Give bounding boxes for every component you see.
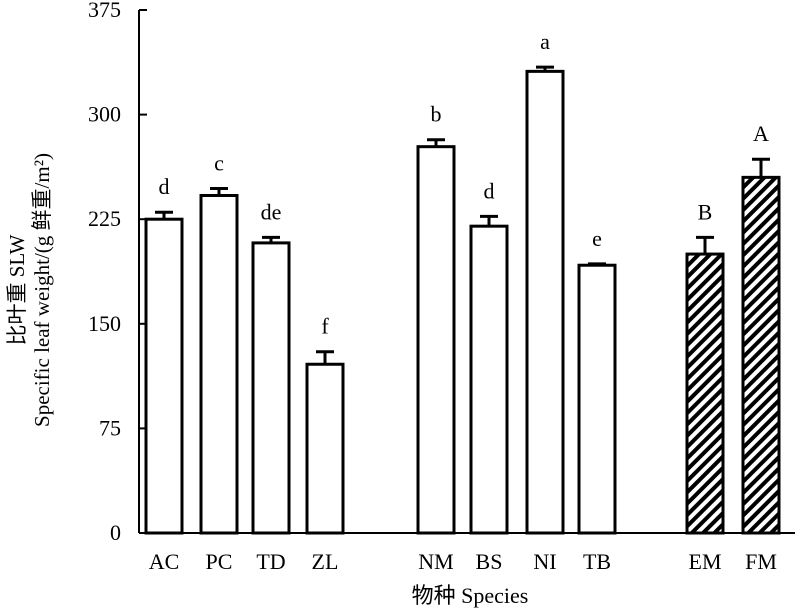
x-tick-label-fm: FM [745,549,777,574]
significance-letter-ac: d [159,174,170,199]
y-tick-label: 150 [88,311,121,336]
x-tick-label-td: TD [256,549,285,574]
y-tick-label: 225 [88,206,121,231]
y-axis-label-line1: 比叶重 SLW [5,234,29,346]
bar-bs [469,224,509,535]
x-axis-label: 物种 Species [411,583,529,608]
significance-letter-nm: b [431,102,442,127]
significance-letter-bs: d [484,178,495,203]
y-tick-label: 75 [99,415,121,440]
significance-letter-tb: e [592,226,602,251]
x-tick-label-em: EM [689,549,722,574]
x-tick-label-tb: TB [583,549,611,574]
significance-letter-ni: a [540,29,550,54]
y-tick-label: 300 [88,102,121,127]
significance-letter-pc: c [214,151,224,176]
bar-nm [416,145,456,535]
significance-letter-td: de [261,199,282,224]
bar-pc [199,193,239,535]
bar-em [685,252,725,535]
bar-zl [305,362,345,535]
bar-td [251,241,291,535]
x-tick-label-nm: NM [418,549,453,574]
significance-letter-fm: A [753,121,769,146]
x-tick-label-pc: PC [206,549,233,574]
bar-fm [741,175,781,535]
bar-ac [144,217,184,535]
bar-tb [577,263,617,535]
x-tick-label-ac: AC [149,549,180,574]
x-tick-label-zl: ZL [312,549,339,574]
significance-letter-em: B [698,199,713,224]
y-axis-label-line2: Specific leaf weight/(g 鲜重/m²) [30,153,54,427]
y-tick-label: 375 [88,0,121,22]
significance-letter-zl: f [321,314,329,339]
x-tick-label-bs: BS [476,549,503,574]
bar-ni [525,69,565,535]
x-tick-label-ni: NI [533,549,556,574]
y-tick-label: 0 [110,520,121,545]
